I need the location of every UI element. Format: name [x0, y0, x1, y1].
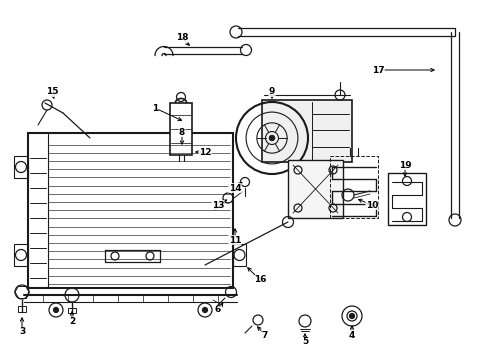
Bar: [233, 244, 246, 266]
Bar: [288, 160, 343, 218]
Text: 14: 14: [229, 184, 241, 193]
Bar: [262, 100, 352, 162]
Bar: [14, 244, 28, 266]
Text: 8: 8: [179, 127, 185, 136]
Text: 12: 12: [199, 148, 211, 157]
Text: 18: 18: [176, 33, 188, 42]
Text: 1: 1: [152, 104, 158, 112]
Text: 4: 4: [349, 330, 355, 339]
Circle shape: [202, 307, 207, 312]
Bar: [388, 173, 426, 225]
Text: 3: 3: [19, 328, 25, 337]
Bar: [14, 156, 28, 178]
Bar: [68, 308, 76, 313]
Text: 5: 5: [302, 338, 308, 346]
Text: 16: 16: [254, 275, 266, 284]
Circle shape: [53, 307, 58, 312]
Circle shape: [269, 135, 275, 141]
Bar: [330, 156, 378, 218]
Text: 11: 11: [229, 235, 241, 244]
Text: 10: 10: [366, 201, 378, 210]
Text: 6: 6: [215, 306, 221, 315]
Text: 7: 7: [262, 330, 268, 339]
Bar: [18, 306, 26, 312]
Text: 17: 17: [372, 66, 384, 75]
Bar: [28, 133, 233, 288]
Text: 2: 2: [69, 318, 75, 327]
Bar: [170, 103, 192, 155]
Text: 19: 19: [399, 161, 411, 170]
Text: 13: 13: [212, 201, 224, 210]
Circle shape: [349, 314, 354, 319]
Text: 9: 9: [269, 87, 275, 96]
Text: 15: 15: [46, 87, 58, 96]
